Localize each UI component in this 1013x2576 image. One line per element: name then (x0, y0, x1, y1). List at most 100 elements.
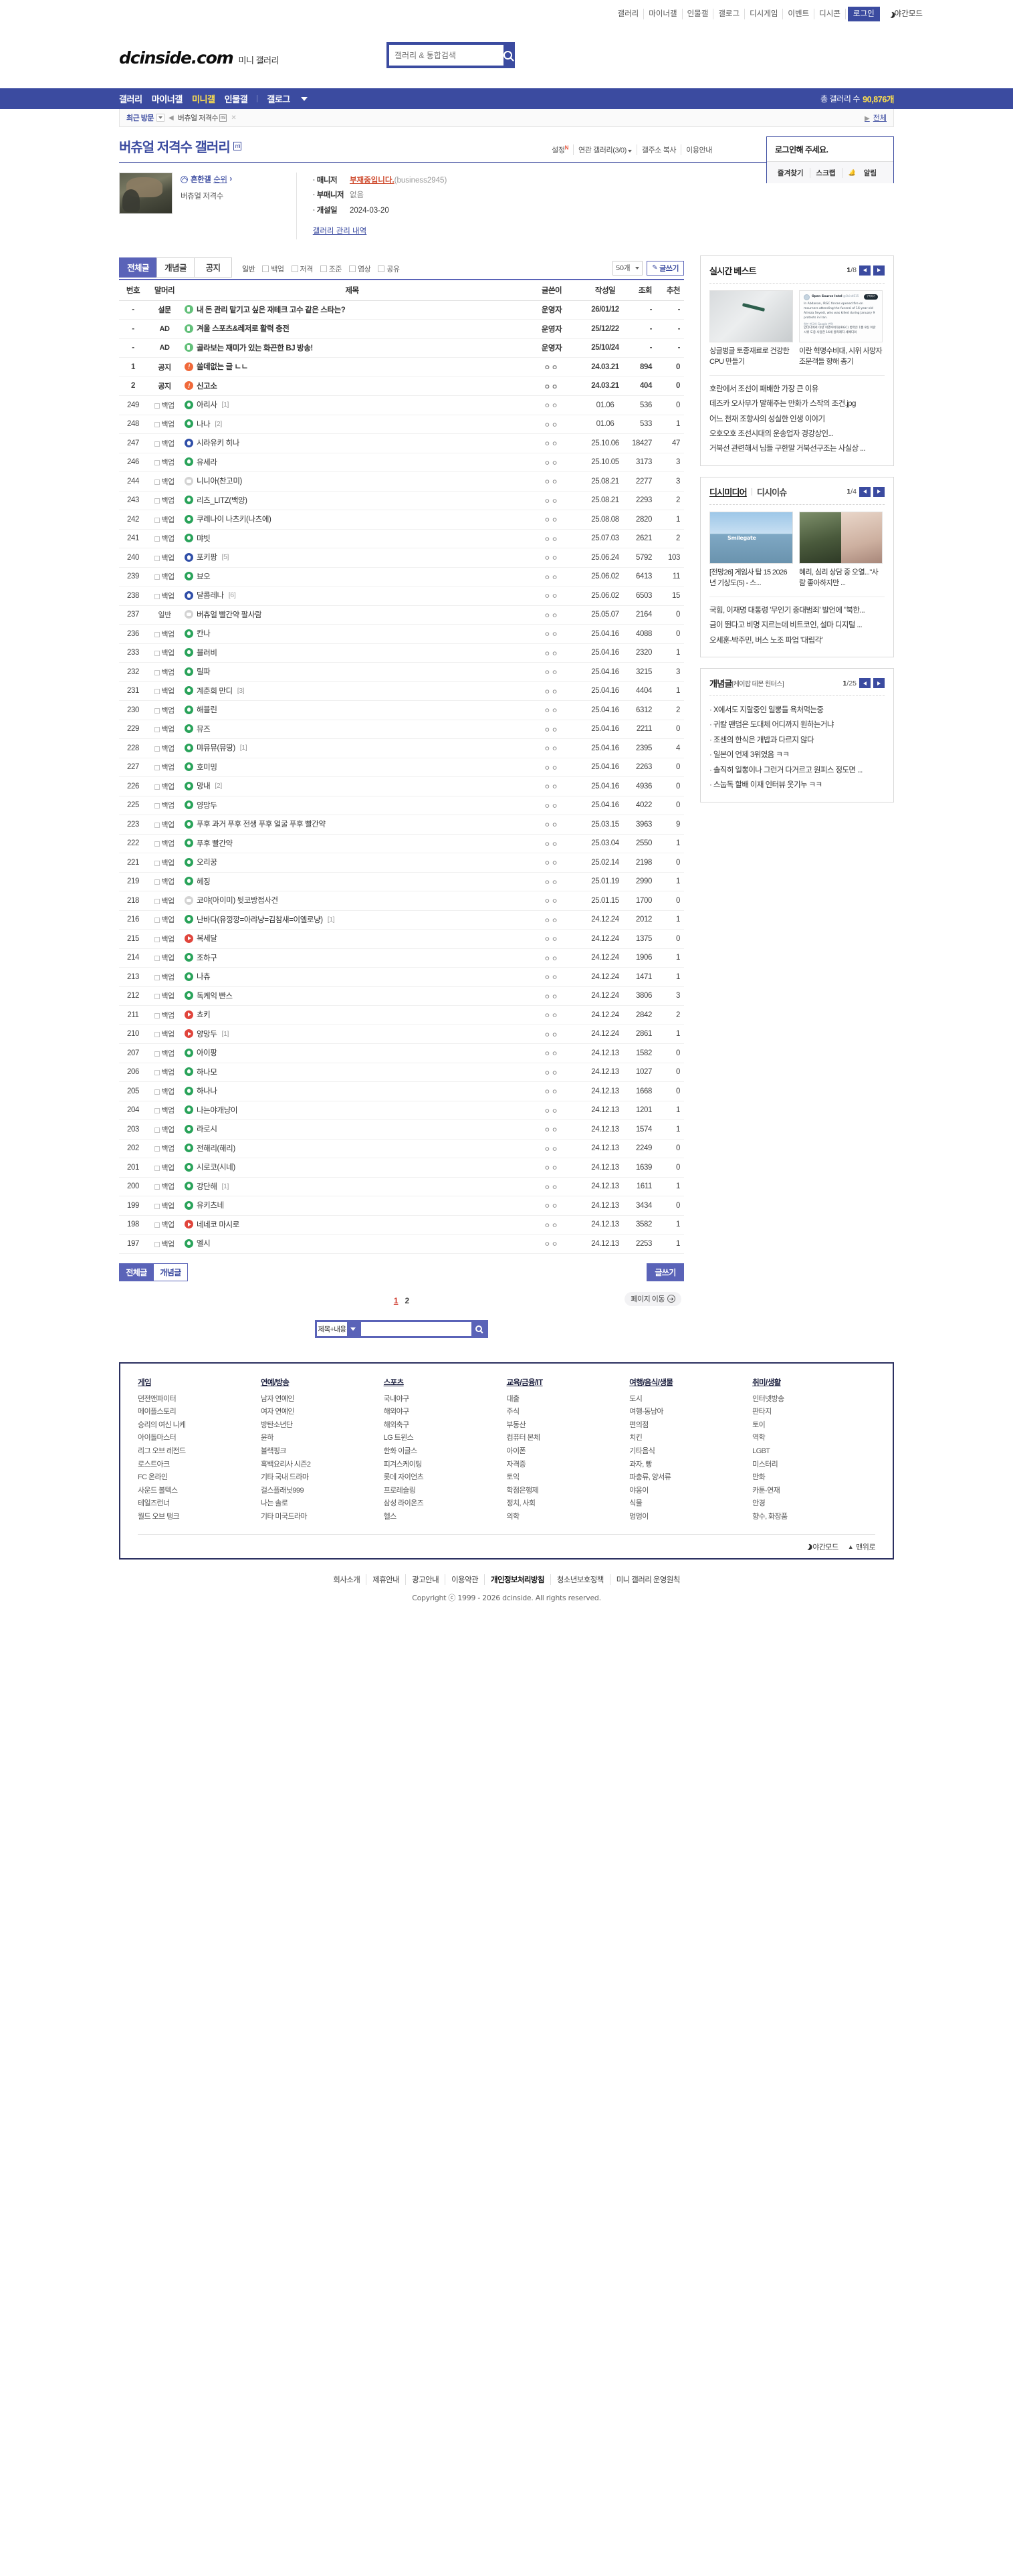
cell-title[interactable]: 계춘회 만디 [3] (182, 681, 520, 702)
prev-arrow-icon[interactable] (859, 678, 871, 689)
footer-link[interactable]: 로스트아크 (138, 1460, 170, 1469)
cell-writer[interactable]: ㅇㅇ (520, 1158, 584, 1178)
footer-link[interactable]: 윤하 (260, 1434, 274, 1442)
table-row[interactable]: 216 백업 난바다(유낑깡=아랴냥=김참새=이엘로냥) [1] ㅇㅇ 24.12.24 2… (119, 910, 684, 930)
cell-title[interactable]: 유세라 (182, 453, 520, 473)
footer-link[interactable]: 롯데 자이언츠 (383, 1473, 424, 1482)
footer-link[interactable]: 던전앤파이터 (138, 1394, 177, 1403)
breadcrumb-all-link[interactable]: ▶ 전체 (865, 112, 887, 123)
page-2[interactable]: 2 (405, 1295, 410, 1305)
cell-tag[interactable]: 백업 (147, 529, 182, 549)
list-item[interactable]: 금이 뛴다고 비명 지르는데 비트코인, 설마 디지털 ... (709, 621, 863, 630)
breadcrumb-prev-arrow[interactable]: ◀ (168, 114, 174, 122)
footer-link[interactable]: 멍멍이 (629, 1512, 649, 1521)
cell-title[interactable]: 라로시 (182, 1119, 520, 1140)
cell-writer[interactable]: ㅇㅇ (520, 529, 584, 549)
widget-thumb-item[interactable]: 혜리, 심리 상담 중 오열..."사람 좋아하지만 ... (799, 511, 883, 589)
filter-general[interactable]: 일반 (242, 265, 255, 274)
cell-tag[interactable]: 백업 (147, 776, 182, 796)
cell-writer[interactable]: ㅇㅇ (520, 967, 584, 987)
next-arrow-icon[interactable] (873, 265, 885, 276)
cell-title[interactable]: 전해리(해리) (182, 1139, 520, 1159)
nav-item-person[interactable]: 인물갤 (224, 94, 248, 104)
scrap-button[interactable]: 스크랩 (810, 167, 842, 178)
cell-tag[interactable]: 백업 (147, 586, 182, 606)
bottom-write-button[interactable]: 글쓰기 (647, 1263, 684, 1281)
table-row[interactable]: 236 백업 칸나 ㅇㅇ 25.04.16 4088 0 (119, 624, 684, 644)
cell-title[interactable]: 코야(아이미) 뒷코방접사건 (182, 891, 520, 911)
cell-title[interactable]: 해블린 (182, 700, 520, 720)
cell-writer[interactable]: ㅇㅇ (520, 471, 584, 492)
footer-link[interactable]: 월드 오브 탱크 (138, 1512, 180, 1521)
cell-writer[interactable]: ㅇㅇ (520, 776, 584, 796)
cell-title[interactable]: 난바다(유낑깡=아랴냥=김참새=이엘로냥) [1] (182, 910, 520, 930)
cell-tag[interactable]: 백업 (147, 415, 182, 435)
nav-item-gallery[interactable]: 갤러리 (119, 94, 142, 104)
cell-writer[interactable]: ㅇㅇ (520, 815, 584, 835)
footer-link[interactable]: 파충류, 양서류 (629, 1473, 671, 1482)
page-move-button[interactable]: 페이지 이동 ➔ (625, 1291, 681, 1306)
list-item[interactable]: 오세훈-박주민, 버스 노조 파업 '대립각' (709, 636, 823, 645)
table-row[interactable]: 222 백업 푸후 빨간약 ㅇㅇ 25.03.04 2550 1 (119, 834, 684, 854)
cell-title[interactable]: 포키팡 [5] (182, 548, 520, 568)
table-row[interactable]: 244 백업 니니아(찬고미) ㅇㅇ 25.08.21 2277 3 (119, 471, 684, 492)
nav-item-gallog[interactable]: 갤로그 (267, 94, 290, 104)
cell-title[interactable]: 겨울 스포츠&레저로 활력 충전 (182, 319, 520, 339)
cell-tag[interactable]: 백업 (147, 910, 182, 930)
table-row[interactable]: 223 백업 푸후 과거 푸후 전생 푸후 얼굴 푸후 빨간약 ㅇㅇ 25.03.15 3… (119, 815, 684, 835)
list-item[interactable]: 조센의 한식은 개밥과 다르지 않다 (709, 733, 885, 748)
cell-writer[interactable]: ㅇㅇ (520, 910, 584, 930)
cell-writer[interactable]: ㅇㅇ (520, 1177, 584, 1197)
footer-link[interactable]: 아이돌마스터 (138, 1434, 177, 1442)
cell-title[interactable]: 나츄 (182, 967, 520, 987)
cell-title[interactable]: 시로코(시네) (182, 1158, 520, 1178)
footer-link[interactable]: 토이 (752, 1420, 766, 1429)
table-row[interactable]: 238 백업 달콤레나 [6] ㅇㅇ 25.06.02 6503 15 (119, 586, 684, 606)
cell-tag[interactable]: 백업 (147, 1005, 182, 1025)
nav-item-mini[interactable]: 미니갤 (191, 94, 215, 104)
list-item[interactable]: 국힘, 이재명 대통령 '무인기 중대범죄' 발언에 "북한... (709, 606, 865, 615)
cell-writer[interactable]: ㅇㅇ (520, 1043, 584, 1063)
cell-title[interactable]: 푸후 과거 푸후 전생 푸후 얼굴 푸후 빨간약 (182, 815, 520, 835)
widget-thumb-item[interactable]: 싱글벙글 토종재료로 건강한 CPU 만들기 (709, 290, 793, 368)
cell-writer[interactable]: ㅇㅇ (520, 1025, 584, 1045)
cell-writer[interactable]: ㅇㅇ (520, 662, 584, 682)
cell-tag[interactable]: 백업 (147, 720, 182, 740)
top-link-0[interactable]: 갤러리 (613, 9, 645, 19)
cell-tag[interactable]: 백업 (147, 700, 182, 720)
cell-title[interactable]: 아이팡 (182, 1043, 520, 1063)
cell-title[interactable]: 시라유키 히나 (182, 433, 520, 453)
cell-writer[interactable]: ㅇㅇ (520, 853, 584, 873)
cell-title[interactable]: 뮤즈 (182, 720, 520, 740)
cell-tag[interactable]: AD (147, 319, 182, 339)
table-row[interactable]: 206 백업 하나모 ㅇㅇ 24.12.13 1027 0 (119, 1063, 684, 1083)
footer-link[interactable]: 헬스 (383, 1512, 397, 1521)
footer-link[interactable]: 여행-동남아 (629, 1408, 663, 1416)
footer-link[interactable]: 테일즈런너 (138, 1499, 170, 1508)
breadcrumb-current[interactable]: 버츄얼 저격수 (177, 114, 219, 122)
cell-writer[interactable]: ㅇㅇ (520, 891, 584, 911)
footer-link[interactable]: 야옹이 (629, 1486, 649, 1495)
footer-link[interactable]: 리그 오브 레전드 (138, 1447, 186, 1455)
table-row[interactable]: 242 백업 쿠레나이 나츠키(나츠에) ㅇㅇ 25.08.08 2820 1 (119, 510, 684, 530)
table-row[interactable]: 231 백업 계춘회 만디 [3] ㅇㅇ 25.04.16 4404 1 (119, 681, 684, 702)
table-row[interactable]: 211 백업 쵸키 ㅇㅇ 24.12.24 2842 2 (119, 1005, 684, 1025)
table-row[interactable]: 200 백업 강단해 [1] ㅇㅇ 24.12.13 1611 1 (119, 1177, 684, 1197)
table-row[interactable]: - AD 겨울 스포츠&레저로 활력 충전 운영자 25/12/22- - (119, 319, 684, 339)
cell-writer[interactable]: ㅇㅇ (520, 1215, 584, 1235)
footer-night-mode[interactable]: 야간모드 (804, 1541, 838, 1552)
per-page-select[interactable]: 50개 (612, 260, 643, 276)
cell-writer[interactable]: ㅇㅇ (520, 491, 584, 511)
footer-link[interactable]: 주식 (506, 1408, 520, 1416)
footer-link[interactable]: 편의점 (629, 1420, 649, 1429)
prev-arrow-icon[interactable] (859, 486, 871, 497)
cell-writer[interactable]: ㅇㅇ (520, 1063, 584, 1083)
table-row[interactable]: 230 백업 해블린 ㅇㅇ 25.04.16 6312 2 (119, 700, 684, 720)
cell-title[interactable]: 네네코 마시로 (182, 1215, 520, 1235)
cell-tag[interactable]: 백업 (147, 834, 182, 854)
cell-title[interactable]: 복세달 (182, 929, 520, 949)
footer-link[interactable]: 향수, 화장품 (752, 1512, 788, 1521)
page-1[interactable]: 1 (393, 1295, 399, 1305)
cell-tag[interactable]: 설문 (147, 300, 182, 320)
